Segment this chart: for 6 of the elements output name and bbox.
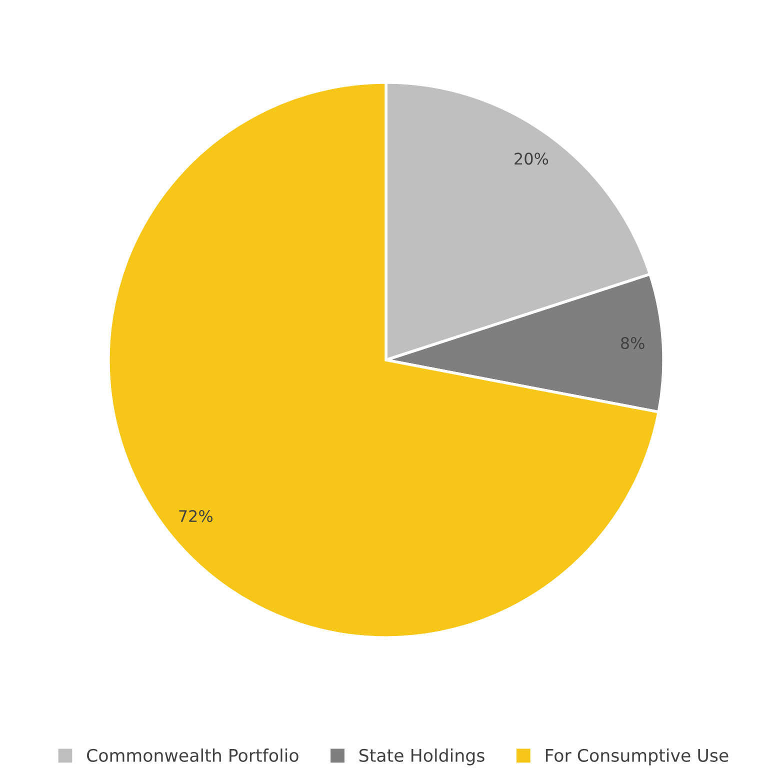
data-label: 20% [514,152,548,165]
legend-label: State Holdings [359,748,484,766]
legend-label: Commonwealth Portfolio [87,748,298,762]
legend-label: For Consumptive Use [546,748,728,766]
data-label: 72% [179,510,213,522]
data-label: 8% [620,337,644,350]
